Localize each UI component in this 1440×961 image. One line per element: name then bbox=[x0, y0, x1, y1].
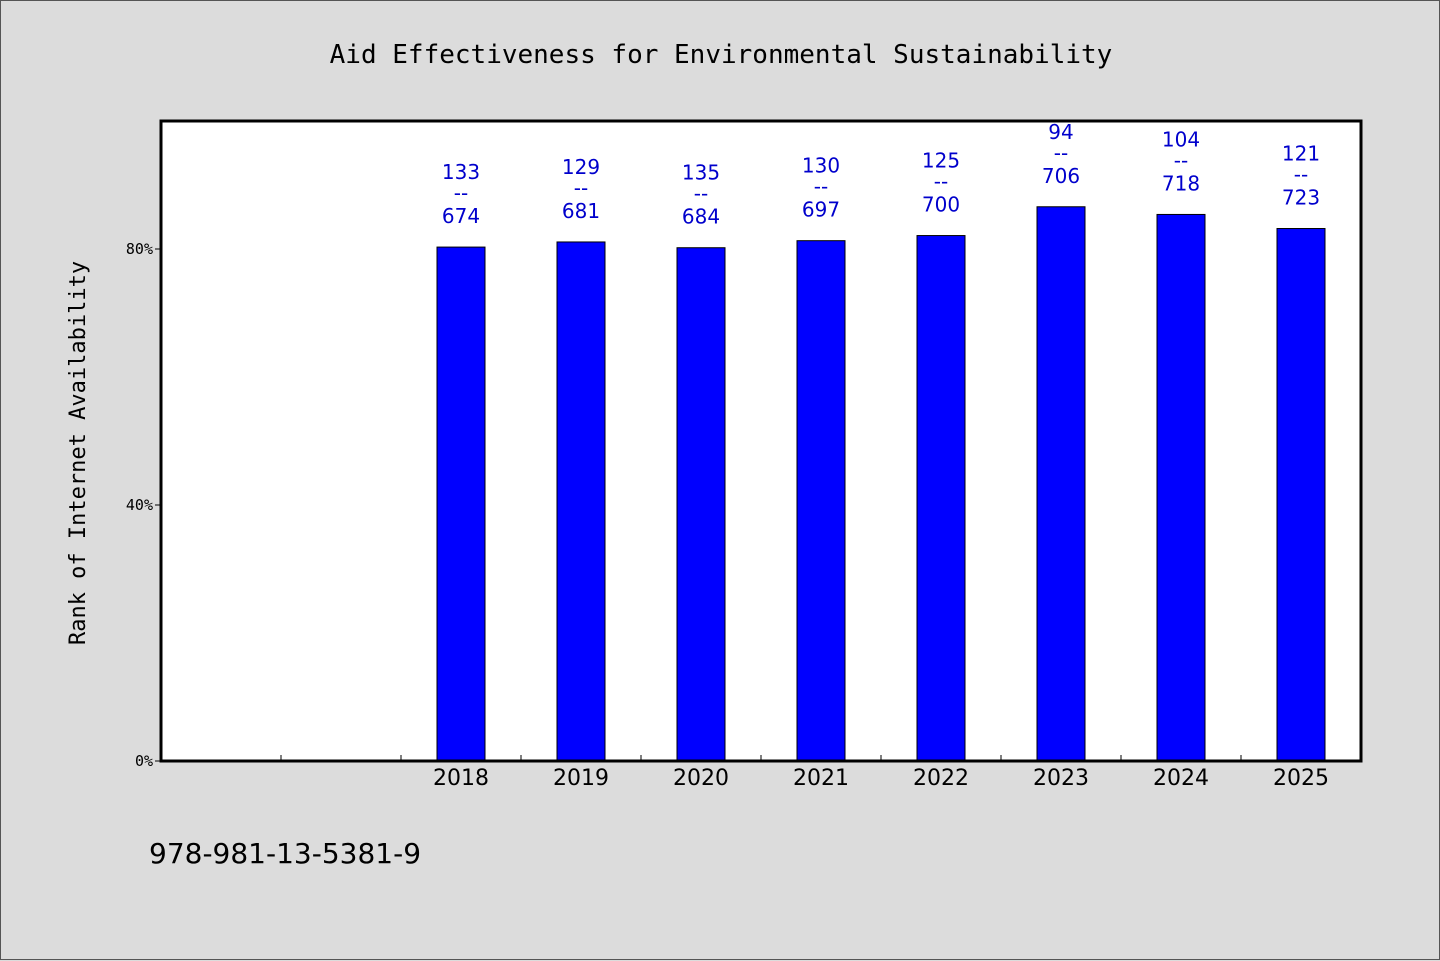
data-label: 94 bbox=[1048, 120, 1073, 144]
data-label: 674 bbox=[442, 204, 480, 228]
bar bbox=[1156, 213, 1206, 762]
x-tick-label: 2020 bbox=[673, 766, 729, 791]
chart-title: Aid Effectiveness for Environmental Sust… bbox=[330, 40, 1113, 70]
y-tick-label: 80% bbox=[126, 240, 153, 258]
data-labels-layer: 133--674129--681135--684130--697125--700… bbox=[442, 120, 1320, 229]
bar bbox=[796, 240, 846, 762]
data-label: 684 bbox=[682, 205, 720, 229]
data-label: 130 bbox=[802, 154, 840, 178]
x-tick-label: 2024 bbox=[1153, 766, 1209, 791]
data-label: -- bbox=[1054, 141, 1068, 165]
x-tick-label: 2022 bbox=[913, 766, 969, 791]
data-label: 697 bbox=[802, 198, 840, 222]
data-label: 129 bbox=[562, 155, 600, 179]
plot-frame bbox=[159, 119, 1363, 763]
data-label: -- bbox=[574, 176, 588, 200]
bar bbox=[556, 241, 606, 762]
x-tick-label: 2021 bbox=[793, 766, 849, 791]
bar bbox=[676, 247, 726, 762]
bar bbox=[1036, 206, 1086, 762]
data-label: 706 bbox=[1042, 164, 1080, 188]
bars-layer bbox=[436, 206, 1326, 762]
data-label: 104 bbox=[1162, 127, 1200, 151]
x-tick-label: 2023 bbox=[1033, 766, 1089, 791]
data-label: 133 bbox=[442, 160, 480, 184]
x-tick-label: 2019 bbox=[553, 766, 609, 791]
y-axis-label: Rank of Internet Availability bbox=[66, 261, 91, 645]
y-tick-label: 0% bbox=[135, 752, 153, 770]
data-label: 700 bbox=[922, 193, 960, 217]
bar bbox=[1276, 228, 1326, 762]
data-label: 681 bbox=[562, 199, 600, 223]
bar bbox=[916, 235, 966, 762]
y-tick-label: 40% bbox=[126, 496, 153, 514]
data-label: -- bbox=[454, 181, 468, 205]
data-label: -- bbox=[694, 182, 708, 206]
data-label: 135 bbox=[682, 161, 720, 185]
isbn-footer: 978-981-13-5381-9 bbox=[149, 837, 421, 870]
data-label: 125 bbox=[922, 149, 960, 173]
x-tick-label: 2018 bbox=[433, 766, 489, 791]
data-label: -- bbox=[1294, 163, 1308, 187]
x-tick-label: 2025 bbox=[1273, 766, 1329, 791]
data-label: 723 bbox=[1282, 186, 1320, 210]
data-label: 121 bbox=[1282, 142, 1320, 166]
bar bbox=[436, 246, 486, 762]
data-label: 718 bbox=[1162, 171, 1200, 195]
data-label: -- bbox=[934, 170, 948, 194]
data-label: -- bbox=[814, 175, 828, 199]
ticks-layer: 0% 40% 80% 2018 2019 2020 2021 2022 2023 2024 2025 bbox=[126, 240, 1329, 791]
data-label: -- bbox=[1174, 148, 1188, 172]
